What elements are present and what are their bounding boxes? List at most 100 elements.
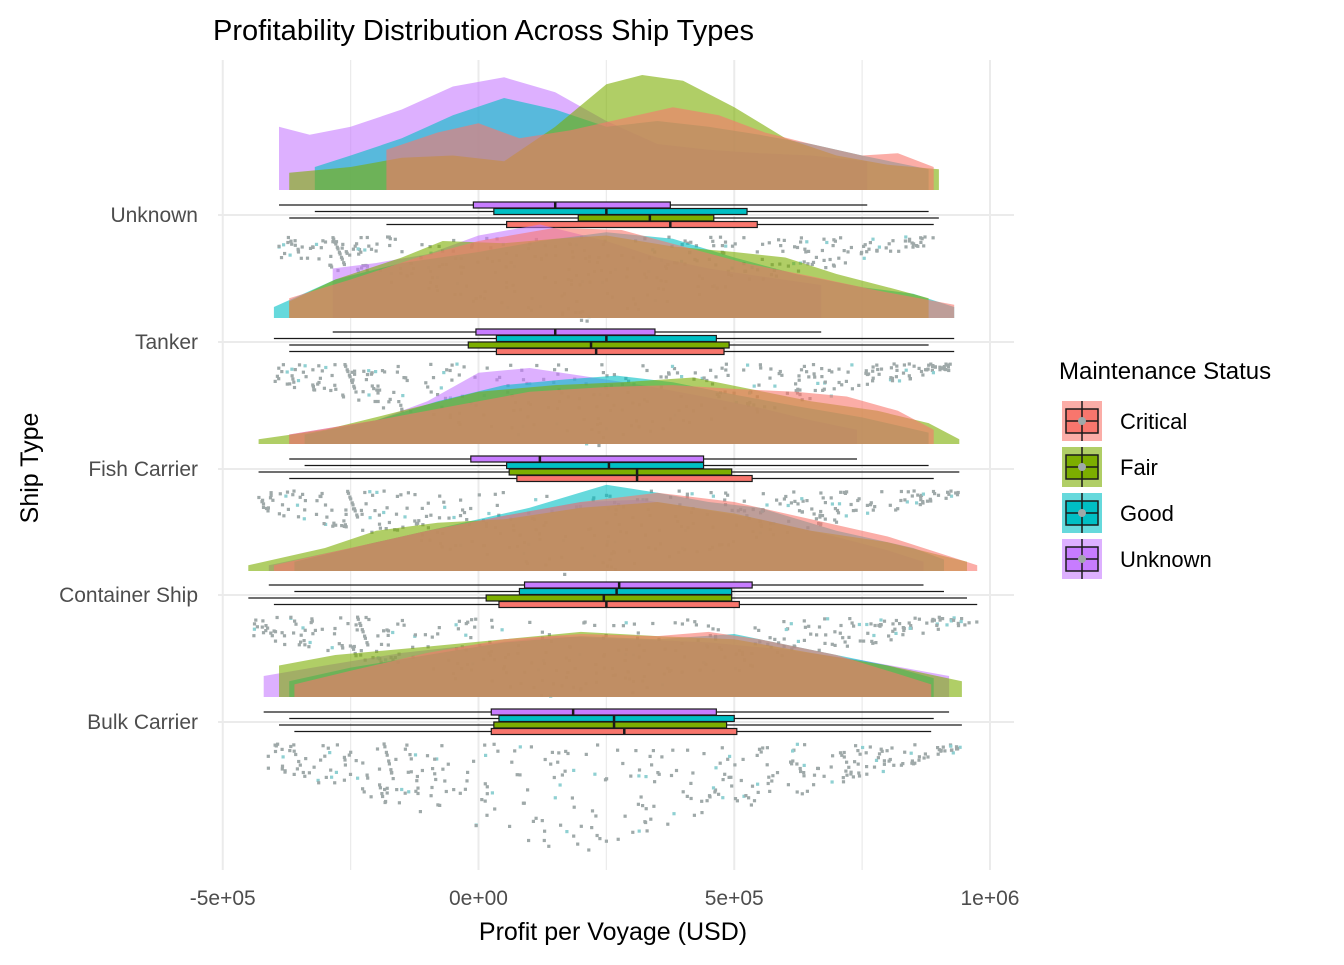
jitter-point [341,242,345,246]
jitter-point [364,615,368,620]
jitter-point [803,625,807,629]
jitter-point [290,374,294,378]
jitter-point [312,765,316,769]
jitter-point [279,256,284,260]
jitter-point [276,742,280,746]
jitter-point [794,382,798,386]
jitter-point [889,638,893,642]
jitter-point [309,621,313,625]
jitter-point [367,244,371,248]
jitter-point [733,242,737,246]
jitter-point [314,242,319,246]
jitter-point [707,794,712,798]
jitter-point [347,373,351,377]
jitter-point [361,787,365,791]
jitter-point [354,623,358,627]
jitter-point [342,755,346,759]
jitter-point [387,520,391,525]
jitter-point [921,492,925,496]
jitter-point [508,824,512,828]
jitter-point [289,615,293,619]
jitter-point [301,626,305,630]
jitter-point [936,752,940,756]
jitter-point [652,804,656,808]
jitter-point [572,805,576,809]
jitter-point [396,622,400,626]
jitter-point [912,242,916,246]
jitter-point [876,367,880,372]
jitter-point [317,781,321,785]
jitter-point [796,639,800,643]
jitter-point [424,381,428,385]
jitter-point [871,508,875,512]
jitter-point [557,363,561,367]
jitter-point [742,499,746,503]
jitter-point [858,639,862,643]
jitter-point [277,244,281,248]
jitter-point [868,503,873,507]
jitter-point [296,379,301,383]
jitter-point [616,837,620,841]
jitter-point [375,490,379,494]
jitter-point [822,237,826,241]
jitter-point [879,367,884,371]
jitter-point [744,794,748,798]
jitter-point [931,364,935,368]
jitter-point [364,502,368,506]
jitter-point [401,394,405,398]
jitter-point [879,747,883,751]
jitter-point [871,237,875,241]
jitter-point [316,382,320,386]
jitter-point [545,494,549,498]
jitter-point [917,755,921,759]
jitter-point [485,785,489,789]
jitter-point [366,776,370,780]
jitter-point [871,376,875,380]
jitter-point [455,362,459,366]
jitter-point [572,834,576,838]
jitter-point [464,633,468,637]
jitter-point [756,790,760,794]
jitter-point [329,768,333,772]
jitter-point [862,244,866,248]
jitter-point [542,838,546,843]
jitter-point [367,617,371,622]
jitter-point [361,630,365,634]
jitter-point [264,624,268,628]
jitter-point [314,512,319,516]
jitter-point [856,762,860,766]
jitter-point [721,796,725,800]
jitter-point [741,757,745,761]
jitter-point [649,489,653,493]
jitter-point [621,761,625,766]
jitter-point [922,244,926,248]
jitter-point [857,771,861,775]
jitter-point [291,377,295,381]
jitter-point [304,375,308,379]
jitter-point [746,363,750,367]
jitter-point [689,240,693,244]
jitter-point [686,241,690,245]
jitter-point [413,753,418,757]
jitter-point [286,235,290,240]
jitter-point [742,368,746,372]
jitter-point [361,761,365,765]
jitter-point [853,760,857,764]
jitter-point [806,262,810,266]
jitter-point [359,250,363,254]
jitter-point [643,820,647,824]
jitter-point [367,369,371,373]
jitter-point [330,775,334,779]
jitter-point [882,619,887,623]
jitter-point [881,769,885,774]
jitter-point [778,369,782,374]
jitter-point [802,619,806,623]
jitter-point [645,368,649,373]
ridge-row-container-ship [248,484,979,698]
jitter-point [650,763,654,767]
jitter-point [918,503,922,507]
jitter-point [423,633,427,637]
legend-entry-fair: Fair [1062,447,1158,487]
jitter-point [352,386,357,390]
jitter-point [849,770,853,774]
